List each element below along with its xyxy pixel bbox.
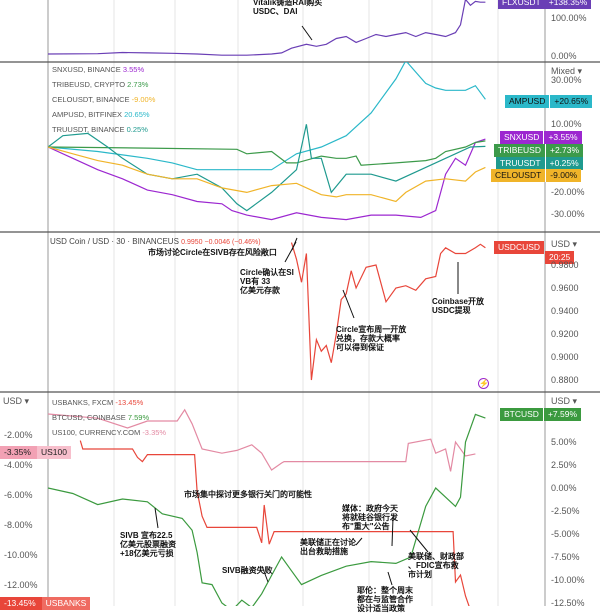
us100-tag: -3.35% US100 <box>0 446 71 459</box>
annotation-circle-confirm: Circle确认在SI VB有 33 亿美元存款 <box>240 268 294 295</box>
annotation-arrow <box>301 25 313 41</box>
tag-tribeusd: TRIBEUSD +2.73% <box>494 144 584 157</box>
axis-tick: 0.00% <box>551 483 577 493</box>
annotation-circle-risk: 市场讨论Circle在SIVB存在风险敞口 <box>148 248 277 257</box>
annotation-arrow <box>154 507 159 529</box>
usdc-tag: USDCUSD <box>494 241 545 254</box>
axis-tick: 2.50% <box>551 460 577 470</box>
time-tag: 20:25 <box>545 251 575 264</box>
axis-tick: 30.00% <box>551 75 582 85</box>
lightning-icon[interactable]: ⚡ <box>478 378 489 389</box>
series-line-usbanks <box>79 440 470 606</box>
usdc-title: USD Coin / USD · 30 · BINANCEUS 0.9950 −… <box>50 237 261 246</box>
annotation-coinbase: Coinbase开放 USDC提现 <box>432 297 485 315</box>
axis-tick: 5.00% <box>551 437 577 447</box>
usd-scale-button[interactable]: USD ▾ <box>551 239 578 249</box>
series-line-ampusd <box>48 62 486 171</box>
legend-item[interactable]: TRUUSDT, BINANCE 0.25% <box>52 125 148 134</box>
axis-tick: -12.50% <box>551 598 585 608</box>
series-line-snxusd <box>48 138 486 221</box>
legend-item[interactable]: USBANKS, FXCM -13.45% <box>52 398 144 407</box>
btc-tag: BTCUSD +7.59% <box>500 408 582 421</box>
axis-tick: 0.8800 <box>551 375 579 385</box>
series-line-truusdt <box>48 124 486 212</box>
annotation-circle-monday: Circle宣布周一开放 兑换，存款大概率 可以得到保证 <box>336 325 407 352</box>
flx-tag: FLXUSDT +138.35% <box>498 0 592 9</box>
tag-snxusd: SNXUSD +3.55% <box>500 131 582 144</box>
legend-item[interactable]: TRIBEUSD, CRYPTO 2.73% <box>52 80 149 89</box>
axis-tick: -7.50% <box>551 552 580 562</box>
axis-tick: 0.9800 <box>551 260 579 270</box>
annotation-vitalik: Vitalik铸造RAI购买 USDC、DAI <box>253 0 323 16</box>
axis-tick: -2.00% <box>4 430 33 440</box>
tag-ampusd: AMPUSD +20.65% <box>505 95 593 108</box>
axis-tick: -6.00% <box>4 490 33 500</box>
annotation-yellen: 耶伦：整个周末 都在与监管合作 设计适当政策 <box>357 586 413 613</box>
axis-tick: -4.00% <box>4 460 33 470</box>
legend-item[interactable]: SNXUSD, BINANCE 3.55% <box>52 65 145 74</box>
axis-tick: 100.00% <box>551 13 587 23</box>
annotation-fed-plan: 美联储、财政部 、FDIC宣布救 市计划 <box>408 552 464 579</box>
axis-tick: 0.00% <box>551 51 577 61</box>
right-usd-scale-button[interactable]: USD ▾ <box>551 396 578 406</box>
axis-tick: -5.00% <box>551 529 580 539</box>
axis-tick: 0.9400 <box>551 306 579 316</box>
tag-celousdt: CELOUSDT -9.00% <box>491 169 582 182</box>
axis-tick: -10.00% <box>551 575 585 585</box>
annotation-fed-discuss: 美联储正在讨论 出台救助措施 <box>300 538 356 556</box>
series-line-usdcusd <box>290 242 486 381</box>
annotation-arrow <box>355 537 363 546</box>
annotation-arrow <box>387 571 393 586</box>
annotation-arrow <box>284 241 297 263</box>
axis-tick: 10.00% <box>551 119 582 129</box>
legend-item[interactable]: US100, CURRENCY.COM -3.35% <box>52 428 167 437</box>
axis-tick: 0.9000 <box>551 352 579 362</box>
mixed-scale-button[interactable]: Mixed ▾ <box>551 66 583 76</box>
annotation-arrow <box>391 517 394 547</box>
annotation-arrow <box>342 289 355 319</box>
series-line-us100 <box>48 408 476 472</box>
legend-item[interactable]: BTCUSD, COINBASE 7.59% <box>52 413 150 422</box>
annotation-media: 媒体：政府今天 将就硅谷银行发 布"重大"公告 <box>342 504 398 531</box>
axis-tick: -30.00% <box>551 209 585 219</box>
series-line-celousdt <box>48 146 486 203</box>
annotation-arrow <box>409 529 429 553</box>
legend-item[interactable]: AMPUSD, BITFINEX 20.65% <box>52 110 150 119</box>
axis-tick: -12.00% <box>4 580 38 590</box>
tag-truusdt: TRUUSDT +0.25% <box>496 157 583 170</box>
axis-tick: 0.9600 <box>551 283 579 293</box>
legend-item[interactable]: CELOUSDT, BINANCE -9.00% <box>52 95 156 104</box>
annotation-sivb-fail: SIVB融资失败 <box>222 566 273 575</box>
axis-tick: -2.50% <box>551 506 580 516</box>
series-line-btcusd <box>48 413 486 606</box>
annotation-arrow <box>261 565 269 583</box>
series-line-flxusdt <box>48 0 486 56</box>
axis-tick: -8.00% <box>4 520 33 530</box>
usbanks-tag: -13.45% USBANKS <box>0 597 91 610</box>
left-usd-scale-button[interactable]: USD ▾ <box>3 396 30 406</box>
annotation-more-banks: 市场集中探讨更多银行关门的可能性 <box>184 490 312 499</box>
axis-tick: -20.00% <box>551 187 585 197</box>
axis-tick: -10.00% <box>4 550 38 560</box>
axis-tick: 0.9200 <box>551 329 579 339</box>
series-line-tribeusd <box>48 140 486 166</box>
annotation-sivb-raise: SIVB 宣布22.5 亿美元股票融资 +18亿美元亏损 <box>120 531 176 558</box>
